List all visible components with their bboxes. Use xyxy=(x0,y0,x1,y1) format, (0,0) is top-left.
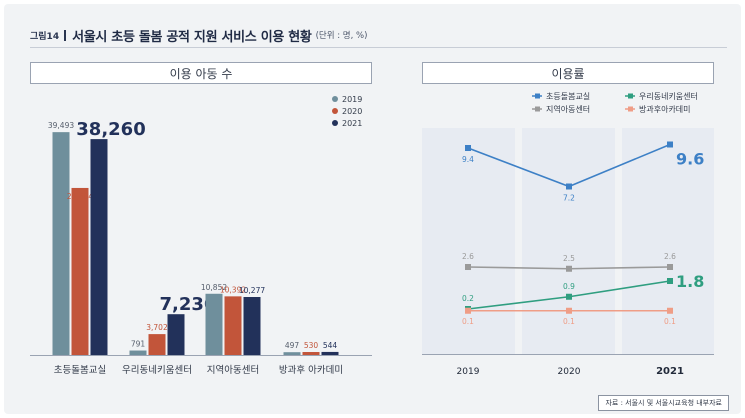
bar xyxy=(129,350,147,355)
title-separator xyxy=(64,29,67,41)
legend-label: 우리동네키움센터 xyxy=(639,91,698,101)
bar-value-label: 29,604 xyxy=(67,192,93,201)
x-tick-label: 2021 xyxy=(656,366,684,377)
bar xyxy=(71,187,89,355)
data-point xyxy=(667,307,673,314)
bar xyxy=(224,296,242,355)
line-panel-header: 이용률 xyxy=(422,62,714,84)
bar xyxy=(243,297,261,355)
data-point xyxy=(465,264,471,270)
data-point xyxy=(566,293,572,300)
legend-marker xyxy=(535,93,540,99)
bar-value-label: 497 xyxy=(285,341,300,350)
figure-unit: (단위 : 명, %) xyxy=(315,31,368,41)
point-value-label: 0.1 xyxy=(664,317,676,326)
year-band xyxy=(522,128,615,354)
x-tick-label: 지역아동센터 xyxy=(207,365,259,376)
year-band xyxy=(622,128,714,354)
bar xyxy=(167,314,185,355)
source-note: 자료 : 서울시 및 서울시교육청 내부자료 xyxy=(598,395,729,411)
figure-label: 그림14 xyxy=(30,31,60,42)
bar-value-label: 791 xyxy=(131,340,146,349)
title-rule xyxy=(30,47,727,48)
data-point xyxy=(465,145,471,151)
point-value-label: 9.4 xyxy=(462,155,474,164)
point-value-label: 9.6 xyxy=(676,150,704,169)
x-tick-label: 우리동네키움센터 xyxy=(122,365,192,376)
bar-value-label: 10,392 xyxy=(220,285,246,294)
point-value-label: 0.1 xyxy=(563,317,575,326)
bar-value-label: 10,277 xyxy=(239,286,265,295)
bar-value-label: 38,260 xyxy=(76,119,145,140)
x-tick-label: 방과후 아카데미 xyxy=(279,365,343,376)
data-point xyxy=(566,183,572,190)
bar xyxy=(283,352,301,355)
bar-value-label: 544 xyxy=(323,341,338,350)
legend-label: 방과후아카데미 xyxy=(639,104,691,114)
point-value-label: 2.5 xyxy=(563,254,575,263)
x-tick-label: 초등돌봄교실 xyxy=(54,365,106,376)
legend-label: 2020 xyxy=(342,107,362,116)
bar-value-label: 39,493 xyxy=(48,121,74,130)
x-tick-label: 2020 xyxy=(558,367,581,377)
legend-label: 2019 xyxy=(342,95,362,104)
bar xyxy=(90,139,108,355)
point-value-label: 0.1 xyxy=(462,317,474,326)
legend-label: 지역아동센터 xyxy=(546,104,590,114)
legend-marker xyxy=(332,108,338,114)
point-value-label: 7.2 xyxy=(563,194,575,203)
bar xyxy=(52,132,70,355)
legend-marker xyxy=(332,120,338,126)
data-point xyxy=(465,307,471,314)
legend-marker xyxy=(628,106,633,112)
legend-marker xyxy=(628,93,633,99)
data-point xyxy=(667,264,673,270)
bar-value-label: 530 xyxy=(304,341,319,350)
point-value-label: 0.2 xyxy=(462,294,474,303)
figure-title: 서울시 초등 돌봄 공적 지원 서비스 이용 현황 xyxy=(72,29,312,45)
point-value-label: 2.6 xyxy=(462,252,474,261)
bar-value-label: 3,702 xyxy=(146,323,168,332)
data-point xyxy=(667,141,673,148)
bar xyxy=(148,334,166,355)
bar xyxy=(205,293,223,355)
bar-value-label: 10,852 xyxy=(201,283,227,292)
figure-title-row: 그림14 서울시 초등 돌봄 공적 지원 서비스 이용 현황 (단위 : 명, … xyxy=(30,26,368,45)
point-value-label: 2.6 xyxy=(664,252,676,261)
legend-marker xyxy=(535,106,540,112)
legend-label: 초등돌봄교실 xyxy=(546,91,590,101)
bar-panel-header: 이용 아동 수 xyxy=(30,62,372,84)
data-point xyxy=(667,278,673,284)
x-tick-label: 2019 xyxy=(457,367,480,377)
bar xyxy=(321,351,339,355)
point-value-label: 0.9 xyxy=(563,282,575,291)
bar-value-label: 7,230 xyxy=(160,294,217,315)
legend-marker xyxy=(332,96,338,102)
data-point xyxy=(566,265,572,272)
year-band xyxy=(422,128,515,354)
point-value-label: 1.8 xyxy=(676,272,704,291)
data-point xyxy=(566,307,572,314)
bar xyxy=(302,352,320,355)
legend-label: 2021 xyxy=(342,119,362,128)
